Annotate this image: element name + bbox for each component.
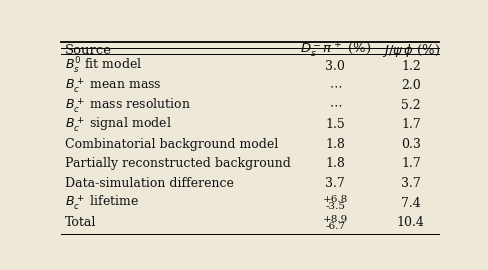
Text: Partially reconstructed background: Partially reconstructed background — [65, 157, 291, 170]
Text: $B_c^+$ mass resolution: $B_c^+$ mass resolution — [65, 96, 191, 115]
Text: 3.7: 3.7 — [401, 177, 421, 190]
Text: 7.4: 7.4 — [401, 197, 421, 210]
Text: $J/\psi\,\phi$ (%): $J/\psi\,\phi$ (%) — [382, 42, 440, 59]
Text: +8.9: +8.9 — [323, 215, 348, 224]
Text: 2.0: 2.0 — [401, 79, 421, 92]
Text: $B_c^+$ lifetime: $B_c^+$ lifetime — [65, 194, 139, 212]
Text: Total: Total — [65, 216, 96, 229]
Text: -6.7: -6.7 — [325, 222, 345, 231]
Text: +6.8: +6.8 — [323, 195, 348, 204]
Text: 0.3: 0.3 — [401, 138, 421, 151]
Text: 1.8: 1.8 — [325, 138, 345, 151]
Text: $B_c^+$ mean mass: $B_c^+$ mean mass — [65, 76, 162, 95]
Text: $\cdots$: $\cdots$ — [328, 79, 342, 92]
Text: 5.2: 5.2 — [401, 99, 421, 112]
Text: Combinatorial background model: Combinatorial background model — [65, 138, 278, 151]
Text: 1.5: 1.5 — [325, 118, 345, 131]
Text: Source: Source — [65, 43, 112, 57]
Text: -3.5: -3.5 — [325, 202, 345, 211]
Text: 10.4: 10.4 — [397, 216, 425, 229]
Text: $B_c^+$ signal model: $B_c^+$ signal model — [65, 115, 172, 134]
Text: $\cdots$: $\cdots$ — [328, 99, 342, 112]
Text: 1.7: 1.7 — [401, 157, 421, 170]
Text: Data-simulation difference: Data-simulation difference — [65, 177, 234, 190]
Text: $D_s^-\pi^+$ (%): $D_s^-\pi^+$ (%) — [300, 41, 371, 59]
Text: 3.0: 3.0 — [325, 60, 345, 73]
Text: 3.7: 3.7 — [325, 177, 345, 190]
Text: $B_s^0$ fit model: $B_s^0$ fit model — [65, 56, 142, 76]
Text: 1.8: 1.8 — [325, 157, 345, 170]
Text: 1.2: 1.2 — [401, 60, 421, 73]
Text: 1.7: 1.7 — [401, 118, 421, 131]
